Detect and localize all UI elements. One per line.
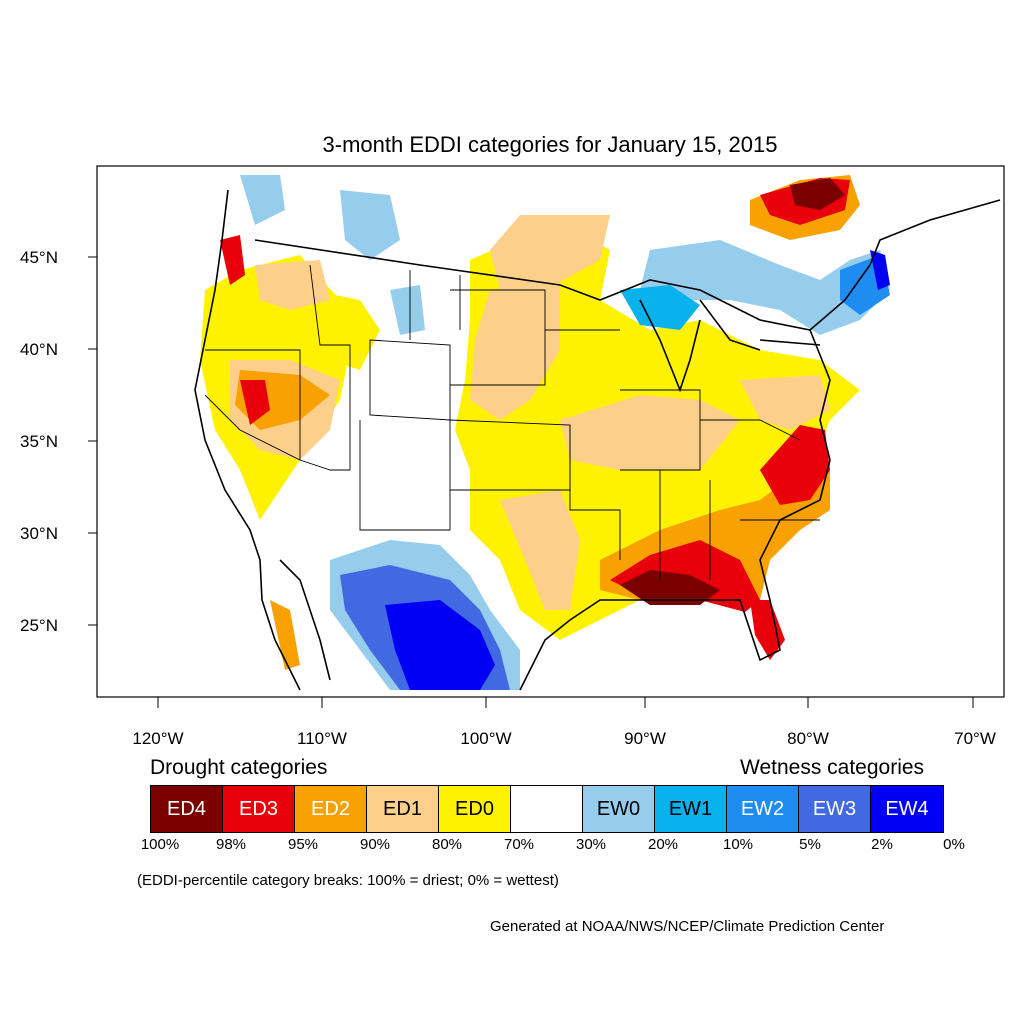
pct-label: 5% — [799, 836, 821, 853]
pct-label: 80% — [431, 836, 463, 853]
eddi-map: 45°N 40°N 35°N 30°N 25°N 120°W 110°W 100… — [20, 165, 1005, 748]
legend-cell-ew1: EW1 — [655, 786, 727, 832]
category-legend: ED4 ED3 ED2 ED1 ED0 EW0 EW1 EW2 EW3 EW4 — [150, 785, 944, 833]
longitude-axis: 120°W 110°W 100°W 90°W 80°W 70°W — [132, 697, 996, 748]
pct-label: 20% — [647, 836, 679, 853]
lon-label-70: 70°W — [954, 729, 996, 748]
lon-label-80: 80°W — [787, 729, 829, 748]
legend-cell-ew0: EW0 — [583, 786, 655, 832]
legend-cell-ew3: EW3 — [799, 786, 871, 832]
pct-label: 95% — [287, 836, 319, 853]
legend-cell-ed1: ED1 — [367, 786, 439, 832]
legend-cell-ed2: ED2 — [295, 786, 367, 832]
legend-cell-ed0: ED0 — [439, 786, 511, 832]
credit-line: Generated at NOAA/NWS/NCEP/Climate Predi… — [490, 918, 885, 935]
lon-label-100: 100°W — [460, 729, 511, 748]
latitude-axis: 45°N 40°N 35°N 30°N 25°N — [20, 248, 97, 635]
lat-label-40: 40°N — [20, 340, 58, 359]
legend-cell-ed3: ED3 — [223, 786, 295, 832]
legend-cell-ew4: EW4 — [871, 786, 943, 832]
pct-label: 100% — [140, 836, 180, 853]
drought-heading: Drought categories — [150, 756, 328, 779]
map-frame — [96, 165, 1005, 698]
lat-label-30: 30°N — [20, 524, 58, 543]
legend-cell-ed4: ED4 — [151, 786, 223, 832]
pct-label: 98% — [215, 836, 247, 853]
category-note: (EDDI-percentile category breaks: 100% =… — [137, 872, 559, 889]
pct-label: 2% — [871, 836, 893, 853]
pct-label: 10% — [722, 836, 754, 853]
lat-label-35: 35°N — [20, 432, 58, 451]
wetness-heading: Wetness categories — [740, 756, 925, 779]
map-title: 3-month EDDI categories for January 15, … — [322, 132, 778, 157]
lat-label-45: 45°N — [20, 248, 58, 267]
pct-label: 30% — [575, 836, 607, 853]
lon-label-110: 110°W — [297, 729, 347, 748]
pct-label: 90% — [359, 836, 391, 853]
lat-label-25: 25°N — [20, 616, 58, 635]
lon-label-120: 120°W — [132, 729, 183, 748]
legend-cell-ew2: EW2 — [727, 786, 799, 832]
lon-label-90: 90°W — [624, 729, 666, 748]
pct-label: 70% — [503, 836, 535, 853]
state-borders — [204, 264, 820, 580]
legend-cell-neutral — [511, 786, 583, 832]
pct-label: 0% — [943, 836, 965, 853]
